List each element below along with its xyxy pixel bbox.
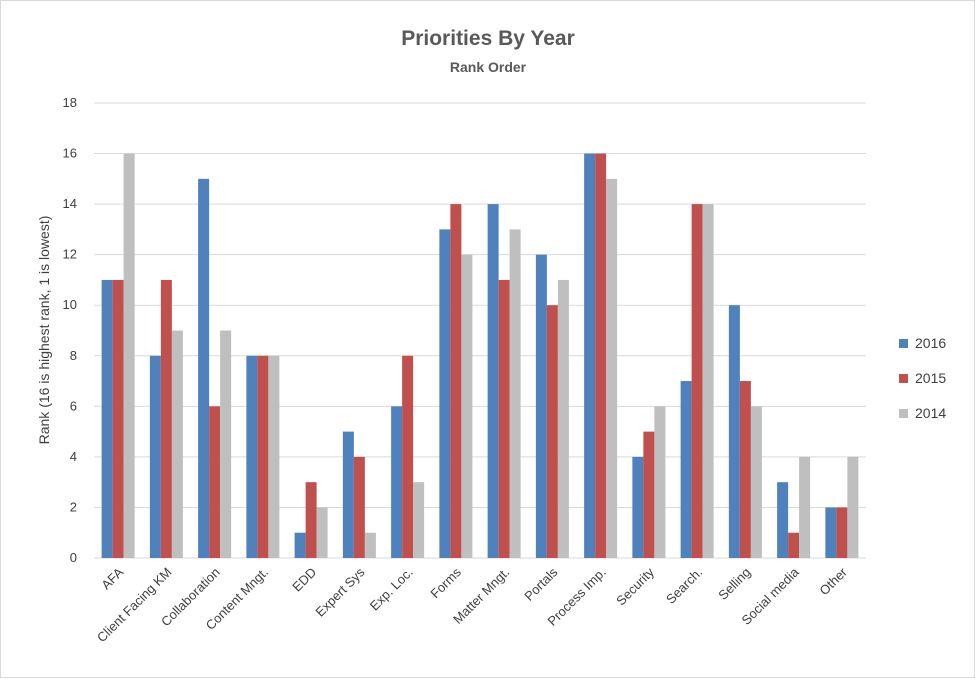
bar-2014-3 xyxy=(220,330,232,558)
bar-2014-16 xyxy=(847,456,859,558)
bar-2015-14 xyxy=(739,381,751,558)
y-axis-ticks: 0 2 4 6 8 10 12 14 16 18 xyxy=(63,95,77,565)
legend-label: 2016 xyxy=(915,335,946,351)
bar-2014-15 xyxy=(799,456,811,558)
x-tick-label: Forms xyxy=(427,564,464,601)
bar-2016-10 xyxy=(535,254,547,558)
y-tick-label: 6 xyxy=(70,398,77,413)
bar-2016-3 xyxy=(198,178,210,559)
x-tick-label: Security xyxy=(613,564,657,608)
bar-2016-8 xyxy=(439,229,451,558)
bar-2014-1 xyxy=(123,153,135,559)
y-tick-label: 0 xyxy=(70,550,77,565)
bar-2016-6 xyxy=(342,431,354,558)
bar-2015-11 xyxy=(595,153,607,559)
bar-2014-9 xyxy=(509,229,521,558)
bars xyxy=(101,153,859,559)
bar-2016-14 xyxy=(728,305,740,558)
y-tick-label: 10 xyxy=(63,297,77,312)
y-tick-label: 12 xyxy=(63,247,77,262)
x-tick-label: AFA xyxy=(98,564,126,592)
bar-2014-12 xyxy=(654,406,666,558)
bar-2016-2 xyxy=(149,355,161,558)
y-tick-label: 14 xyxy=(63,196,77,211)
legend-swatch-2015 xyxy=(899,374,908,383)
bar-2016-16 xyxy=(825,507,837,558)
x-tick-label: Expert Sys xyxy=(312,564,367,619)
bar-2014-14 xyxy=(750,406,762,558)
bar-2015-13 xyxy=(691,204,703,558)
bar-2015-8 xyxy=(450,204,462,558)
bar-2014-7 xyxy=(413,482,425,558)
bar-2014-2 xyxy=(171,330,183,558)
bar-2015-9 xyxy=(498,279,510,558)
bar-2014-13 xyxy=(702,204,714,558)
bar-2016-5 xyxy=(294,532,306,558)
bar-2016-7 xyxy=(391,406,403,558)
y-tick-label: 2 xyxy=(70,499,77,514)
bar-2016-9 xyxy=(487,204,499,558)
x-tick-label: EDD xyxy=(289,565,319,595)
legend-swatch-2016 xyxy=(899,339,908,348)
bar-2014-10 xyxy=(557,279,569,558)
x-tick-label: Other xyxy=(816,564,850,598)
bar-2015-5 xyxy=(305,482,317,558)
bar-2015-3 xyxy=(209,406,221,558)
bar-2015-1 xyxy=(112,279,124,558)
bar-2014-5 xyxy=(316,507,328,558)
legend-label: 2014 xyxy=(915,405,946,421)
chart-subtitle: Rank Order xyxy=(450,59,527,75)
bar-2015-6 xyxy=(353,456,365,558)
bar-2016-11 xyxy=(584,153,596,559)
legend-label: 2015 xyxy=(915,370,946,386)
bar-2015-7 xyxy=(402,355,414,558)
bar-2015-15 xyxy=(788,532,800,558)
bar-2014-8 xyxy=(461,254,473,558)
bar-2015-12 xyxy=(643,431,655,558)
chart-title: Priorities By Year xyxy=(401,27,575,50)
bar-2016-4 xyxy=(246,355,258,558)
legend-swatch-2014 xyxy=(899,409,908,418)
y-tick-label: 18 xyxy=(63,95,77,110)
x-tick-label: Portals xyxy=(521,564,561,604)
bar-2016-12 xyxy=(632,456,644,558)
bar-2015-4 xyxy=(257,355,269,558)
bar-2016-13 xyxy=(680,381,692,558)
bar-2016-15 xyxy=(777,482,789,558)
x-tick-label: Selling xyxy=(715,565,753,603)
bar-2014-11 xyxy=(606,178,618,559)
bar-2015-16 xyxy=(836,507,848,558)
x-tick-label: Exp. Loc. xyxy=(367,565,416,614)
y-axis-title: Rank (16 is highest rank, 1 is lowest) xyxy=(36,216,52,445)
bar-2015-2 xyxy=(160,279,172,558)
bar-2014-6 xyxy=(364,532,376,558)
legend: 2016 2015 2014 xyxy=(899,335,946,421)
y-tick-label: 8 xyxy=(70,348,77,363)
y-tick-label: 4 xyxy=(70,449,77,464)
bar-2014-4 xyxy=(268,355,280,558)
bar-2015-10 xyxy=(546,305,558,558)
y-tick-label: 16 xyxy=(63,146,77,161)
bar-2016-1 xyxy=(101,279,113,558)
x-tick-label: Search. xyxy=(663,565,705,607)
